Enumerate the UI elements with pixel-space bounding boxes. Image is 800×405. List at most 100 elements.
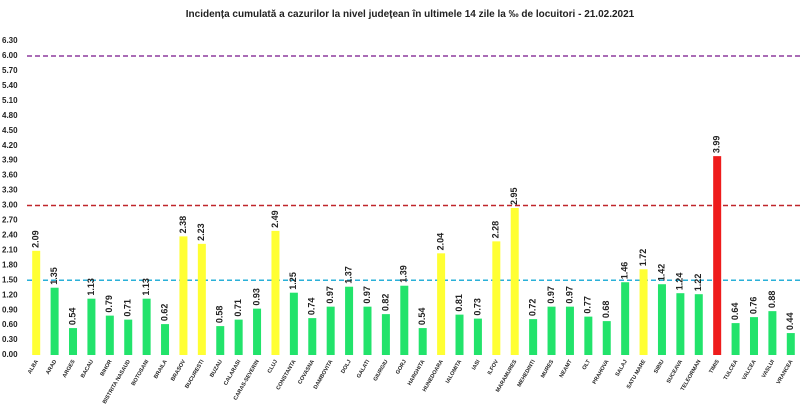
x-tick-label: MURES xyxy=(540,359,555,379)
value-label: 1.37 xyxy=(343,266,353,284)
x-tick-label: BRASOV xyxy=(170,359,187,383)
bar xyxy=(197,243,206,355)
bar xyxy=(584,316,593,355)
bar xyxy=(510,207,519,355)
value-label: 0.68 xyxy=(601,301,611,319)
x-tick-label: CLUJ xyxy=(267,359,279,374)
bar xyxy=(32,250,41,355)
y-tick-label: 6.00 xyxy=(2,51,18,60)
bar xyxy=(363,306,372,355)
bar xyxy=(289,292,298,355)
y-tick-label: 4.50 xyxy=(2,126,18,135)
x-tick-label: ARAD xyxy=(45,359,58,376)
bar xyxy=(749,317,758,355)
x-tick-label: OLT xyxy=(582,358,593,371)
value-label: 0.58 xyxy=(215,306,225,324)
x-tick-label: BOTOSANI xyxy=(131,359,151,387)
bar xyxy=(271,230,280,355)
value-label: 0.93 xyxy=(251,288,261,306)
y-tick-label: 1.20 xyxy=(2,290,18,299)
x-tick-label: MEHEDINTI xyxy=(517,359,538,389)
x-tick-label: VALCEA xyxy=(741,359,757,381)
bar xyxy=(639,269,648,355)
y-tick-label: 3.00 xyxy=(2,201,18,210)
bar xyxy=(529,319,538,355)
y-tick-label: 4.20 xyxy=(2,141,18,150)
value-label: 0.97 xyxy=(564,286,574,304)
bar xyxy=(657,284,666,355)
value-label: 0.81 xyxy=(454,294,464,312)
bar xyxy=(621,282,630,355)
x-tick-label: SALAJ xyxy=(615,359,629,378)
value-label: 1.39 xyxy=(399,265,409,283)
y-tick-label: 2.10 xyxy=(2,245,18,254)
x-tick-label: TULCEA xyxy=(723,359,739,381)
value-label: 0.62 xyxy=(159,304,169,322)
x-tick-label: ALBA xyxy=(27,359,40,375)
value-label: 1.42 xyxy=(656,264,666,282)
x-tick-label: NEAMT xyxy=(559,358,574,378)
value-label: 2.28 xyxy=(491,221,501,239)
value-label: 0.54 xyxy=(67,308,77,326)
y-tick-label: 5.70 xyxy=(2,66,18,75)
y-tick-label: 6.30 xyxy=(2,36,18,45)
chart-title: Incidența cumulată a cazurilor la nivel … xyxy=(186,9,635,20)
value-label: 0.73 xyxy=(472,298,482,316)
bar xyxy=(786,333,795,355)
bar xyxy=(731,323,740,355)
value-label: 1.46 xyxy=(620,262,630,280)
x-tick-label: BACAU xyxy=(80,359,95,379)
x-tick-label: ARGES xyxy=(62,359,77,379)
x-tick-label: PRAHOVA xyxy=(592,359,611,385)
y-tick-label: 2.40 xyxy=(2,230,18,239)
y-tick-label: 0.00 xyxy=(2,350,18,359)
bar xyxy=(69,328,78,355)
bar xyxy=(216,326,225,355)
value-label: 0.74 xyxy=(307,298,317,316)
bar xyxy=(547,306,556,355)
bar xyxy=(565,306,574,355)
x-tick-label: BUZAU xyxy=(209,359,224,379)
value-label: 0.88 xyxy=(767,291,777,309)
bar xyxy=(602,321,611,355)
bar xyxy=(142,298,151,355)
y-tick-label: 5.10 xyxy=(2,96,18,105)
x-tick-label: COVASNA xyxy=(297,359,316,385)
value-label: 0.71 xyxy=(233,299,243,317)
bar xyxy=(676,293,685,355)
value-label: 1.25 xyxy=(288,272,298,290)
x-tick-label: SATU MARE xyxy=(626,359,648,390)
value-label: 0.79 xyxy=(104,295,114,313)
bar xyxy=(437,253,446,355)
x-tick-label: CALARASI xyxy=(223,359,243,387)
y-tick-label: 0.60 xyxy=(2,320,18,329)
bar xyxy=(87,298,96,355)
value-label: 0.77 xyxy=(583,296,593,314)
bar xyxy=(326,306,335,355)
bar xyxy=(768,311,777,355)
x-tick-label: DOLJ xyxy=(340,359,353,375)
bar xyxy=(179,236,188,355)
value-label: 0.54 xyxy=(417,308,427,326)
value-label: 1.72 xyxy=(638,249,648,267)
value-label: 0.97 xyxy=(362,286,372,304)
value-label: 2.38 xyxy=(178,216,188,234)
x-tick-label: CONSTANTA xyxy=(276,359,298,391)
bar xyxy=(694,294,703,355)
value-label: 0.64 xyxy=(730,303,740,321)
value-label: 0.97 xyxy=(546,286,556,304)
value-label: 0.76 xyxy=(748,297,758,315)
y-tick-label: 0.30 xyxy=(2,335,18,344)
bar xyxy=(713,156,722,355)
value-label: 1.13 xyxy=(141,278,151,296)
bar xyxy=(381,314,390,355)
x-tick-label: VRANCEA xyxy=(776,359,795,386)
x-tick-label: TELEORMAN xyxy=(680,359,703,392)
bar xyxy=(308,318,317,355)
value-label: 2.04 xyxy=(435,233,445,251)
x-tick-label: SUCEAVA xyxy=(666,359,684,385)
y-tick-label: 3.60 xyxy=(2,171,18,180)
bar xyxy=(161,324,170,355)
x-tick-label: GALATI xyxy=(356,359,371,380)
